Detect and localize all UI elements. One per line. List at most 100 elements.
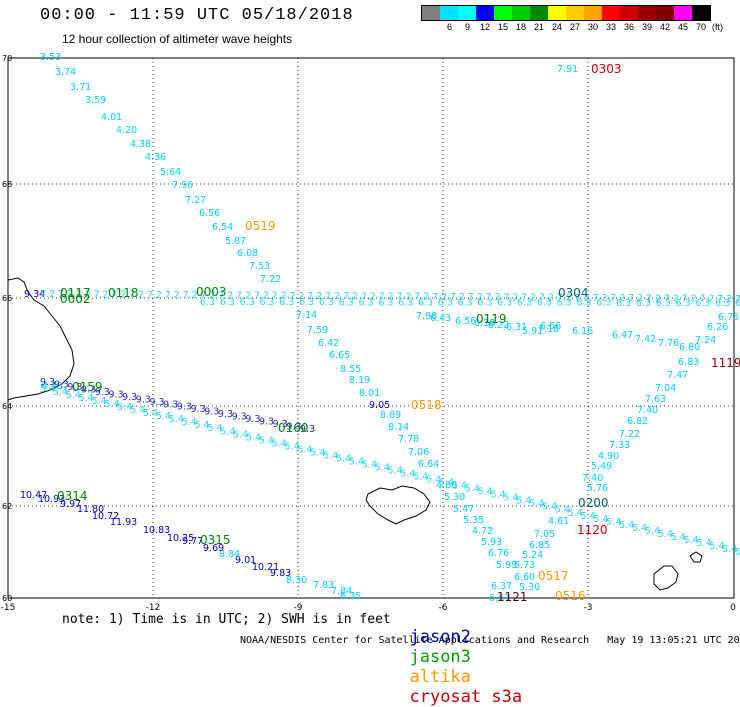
track-band-mark: 9.3 [108,389,123,400]
color-swatch [548,6,566,20]
pass-time-label: 0516 [555,589,586,603]
track-band-mark: 9.3 [191,404,206,415]
track-band-mark: 5.4 [542,502,557,513]
wave-height-value: 9.34 [24,289,45,300]
coastlines [7,277,703,591]
wave-height-value: 5.49 [591,461,612,472]
track-band-mark: 5.4 [722,544,737,555]
pass-time-label: 0315 [200,533,231,547]
pass-time-label: 0159 [72,380,103,394]
track-band-mark: 7.2 [183,290,198,301]
wave-height-value: 3.53 [40,52,61,63]
y-tick-label: 68 [2,180,12,189]
track-band-mark: 9.3 [122,392,137,403]
track-band-mark: 6.3 [557,298,572,309]
wave-height-tracks: 3.53 3.74 3.71 3.59 4.01 4.20 4.38 4.36 5.64 7.96… [0,0,740,604]
track-band-mark: 6.3 [636,298,651,309]
track-band-mark: 9.3 [136,394,151,405]
credit-line: NOAA/NESDIS Center for Satellite Applica… [240,635,740,646]
track-band-mark: 5.4 [272,438,287,449]
track-band-mark: 6.3 [576,298,591,309]
wave-height-value: 5.93 [481,537,502,548]
pass-time-label: 0304 [558,286,589,300]
wave-height-value: 5.35 [463,515,484,526]
wave-height-value: 9.97 [60,499,81,510]
track-band-mark: 9.3 [149,397,164,408]
track-band-mark: 5.4 [478,487,493,498]
map-title: 00:00 - 11:59 UTC 05/18/2018 [40,6,354,25]
color-scale-label: 36 [624,22,635,32]
wave-height-value: 4.80 [436,480,457,491]
color-swatch [476,6,494,20]
wave-height-value: 7.04 [655,383,676,394]
wave-height-value: 6.76 [488,548,509,559]
track-band-mark: 7.2 [414,292,429,303]
wave-height-value: 7.40 [637,405,658,416]
wave-height-value: 5.64 [160,167,181,178]
wave-height-value: 6.83 [678,357,699,368]
wave-height-value: 7.05 [534,529,555,540]
wave-height-value: 6.18 [474,318,495,329]
wave-height-value: 10.21 [252,562,279,573]
color-swatch [422,6,440,20]
wave-height-value: 8.89 [380,410,401,421]
wave-height-value: 4.61 [548,516,569,527]
track-band-mark: 7.2 [432,292,447,303]
track-band-mark: 5.4 [606,517,621,528]
track-band-mark: 6.3 [220,297,235,308]
track-band-mark: 6.3 [299,297,314,308]
track-band-mark: 6.3 [715,298,730,309]
track-band-mark: 5.4 [465,484,480,495]
wave-height-value: 5.30 [519,582,540,593]
track-band-mark: 7.2 [699,294,714,305]
map-subtitle: 12 hour collection of altimeter wave hei… [62,32,293,46]
wave-height-value: 6.56 [540,321,561,332]
track-band-mark: 9.3 [177,402,192,413]
legend-jason2: jason2 [409,627,471,647]
wave-height-value: 5.76 [587,483,608,494]
track-band-mark: 5.4 [156,411,171,422]
track-band-mark: 7.2 [468,292,483,303]
track-band-mark: 7.2 [325,291,340,302]
track-band-mark: 5.4 [220,426,235,437]
track-band-mark: 5.4 [375,462,390,473]
color-scale-label: 33 [606,22,617,32]
color-swatch [458,6,476,20]
track-band-mark: 7.2 [592,293,607,304]
track-band-mark: 9.3 [67,382,82,393]
track-band-mark: 5.4 [53,387,68,398]
wave-height-value: 7.22 [619,429,640,440]
wave-height-value: 8.19 [349,375,370,386]
track-band-mark: 7.2 [735,294,740,305]
track-band-mark: 5.4 [400,469,415,480]
track-band-mark: 5.4 [310,447,325,458]
track-band-mark: 6.3 [458,297,473,308]
pass-time-label: 0002 [60,292,91,306]
wave-height-value: 6.75 [718,312,739,323]
track-band-mark: 7.2 [165,290,180,301]
wave-height-value: 7.83 [313,580,334,591]
track-band-mark: 9.3 [259,417,274,428]
wave-height-value: 10.93 [38,494,65,505]
track-band-mark: 7.2 [58,289,73,300]
legend-altika: altika [409,667,471,687]
color-swatch [512,6,530,20]
wave-height-value: 6.43 [430,313,451,324]
track-band-mark: 6.3 [656,298,671,309]
track-band-mark: 7.2 [307,291,322,302]
track-band-mark: 5.4 [658,529,673,540]
x-tick-label: -6 [439,603,448,613]
legend-cryosat-s3a: cryosat s3a [409,687,523,707]
wave-height-value: 5.47 [453,504,474,515]
track-band-mark: 7.2 [93,289,108,300]
track-band-mark: 5.4 [297,444,312,455]
axis-ticks: -15 -12 -9 -6 -3 0 70 68 66 64 62 60 [1,54,736,613]
color-swatch [656,6,674,20]
pass-time-label: 0200 [578,496,609,510]
track-band-mark: 7.2 [717,294,732,305]
track-band-mark: 7.2 [76,289,91,300]
track-band-mark: 7.2 [396,292,411,303]
x-tick-label: 0 [730,603,736,613]
track-band-mark: 5.4 [336,453,351,464]
